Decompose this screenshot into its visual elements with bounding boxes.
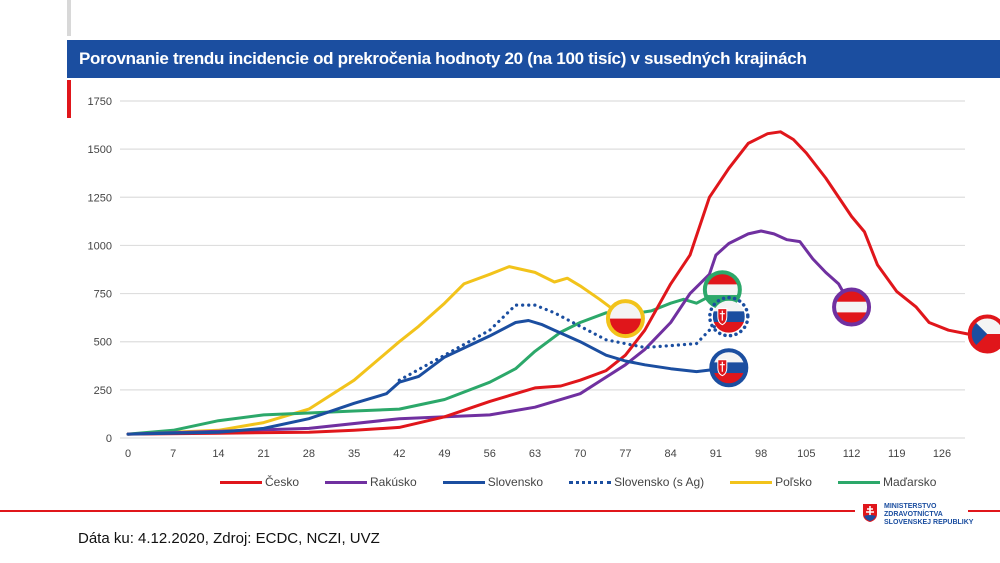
czech-flag-icon <box>967 314 1000 354</box>
legend-item: Rakúsko <box>325 475 417 489</box>
y-tick-label: 750 <box>94 289 112 301</box>
x-tick-label: 56 <box>484 448 496 460</box>
page-title: Porovnanie trendu incidencie od prekroče… <box>79 49 807 68</box>
series-line-2 <box>126 319 731 436</box>
footer-divider <box>0 510 855 512</box>
x-tick-label: 70 <box>574 448 586 460</box>
poland-flag-icon <box>605 299 645 339</box>
legend-item: Slovensko <box>442 475 544 489</box>
legend-swatch <box>837 480 880 484</box>
y-tick-label: 1750 <box>88 96 112 108</box>
y-tick-label: 250 <box>94 385 112 397</box>
x-tick-label: 119 <box>888 448 906 460</box>
series-line-3 <box>397 303 731 382</box>
x-tick-label: 42 <box>393 448 405 460</box>
y-tick-label: 1250 <box>88 192 112 204</box>
legend-label: Slovensko (s Ag) <box>614 475 705 489</box>
series-line-5 <box>126 288 724 436</box>
slovakia-flag-icon <box>709 348 749 388</box>
x-tick-label: 49 <box>438 448 450 460</box>
y-tick-label: 500 <box>94 337 112 349</box>
x-tick-label: 21 <box>258 448 270 460</box>
legend-label: Slovensko <box>487 475 544 489</box>
logo-line: SLOVENSKEJ REPUBLIKY <box>884 519 974 526</box>
x-tick-label: 7 <box>170 448 176 460</box>
legend-swatch <box>442 480 485 484</box>
legend-item: Slovensko (s Ag) <box>569 475 704 489</box>
legend-swatch <box>569 480 612 484</box>
x-tick-label: 112 <box>843 448 861 460</box>
x-tick-label: 91 <box>710 448 722 460</box>
legend-swatch <box>730 480 773 484</box>
logo-line: ZDRAVOTNÍCTVA <box>884 511 943 518</box>
x-tick-label: 105 <box>797 448 815 460</box>
x-tick-label: 63 <box>529 448 541 460</box>
legend-label: Maďarsko <box>882 475 937 489</box>
logo-line: MINISTERSTVO <box>884 503 937 510</box>
legend-label: Poľsko <box>775 475 812 489</box>
legend-label: Česko <box>265 475 300 489</box>
legend-swatch <box>220 480 262 484</box>
x-tick-label: 126 <box>933 448 951 460</box>
decorative-divider <box>67 0 71 36</box>
x-tick-label: 35 <box>348 448 360 460</box>
ministry-logo: MINISTERSTVO ZDRAVOTNÍCTVA SLOVENSKEJ RE… <box>862 503 973 527</box>
x-tick-label: 0 <box>125 448 131 460</box>
footer-divider <box>968 510 1000 512</box>
data-source: Dáta ku: 4.12.2020, Zdroj: ECDC, NCZI, U… <box>78 530 380 547</box>
legend-swatch <box>325 480 368 484</box>
austria-flag-icon <box>832 287 872 327</box>
series-line-0 <box>126 130 989 436</box>
x-tick-label: 84 <box>665 448 677 460</box>
legend-label: Rakúsko <box>370 475 417 489</box>
slovakia-flag-icon <box>708 295 750 338</box>
x-tick-label: 14 <box>212 448 224 460</box>
y-tick-label: 0 <box>106 433 112 445</box>
x-tick-label: 98 <box>755 448 767 460</box>
x-tick-label: 77 <box>619 448 631 460</box>
accent-bar <box>67 80 71 118</box>
legend-item: Poľsko <box>730 475 812 489</box>
legend: Česko Rakúsko Slovensko Slovensko (s Ag) Poľ… <box>220 475 936 489</box>
y-tick-label: 1500 <box>88 144 112 156</box>
line-chart: 0 250 500 750 1000 1250 1500 1750 0 7 14 21 28 35 42 49… <box>88 96 1000 460</box>
series-line-1 <box>126 229 854 436</box>
title-bar: Porovnanie trendu incidencie od prekroče… <box>67 40 1000 78</box>
legend-item: Česko <box>220 475 299 489</box>
y-tick-label: 1000 <box>88 240 112 252</box>
legend-item: Maďarsko <box>837 475 937 489</box>
slovak-coat-of-arms-icon <box>863 504 877 522</box>
x-tick-label: 28 <box>303 448 315 460</box>
